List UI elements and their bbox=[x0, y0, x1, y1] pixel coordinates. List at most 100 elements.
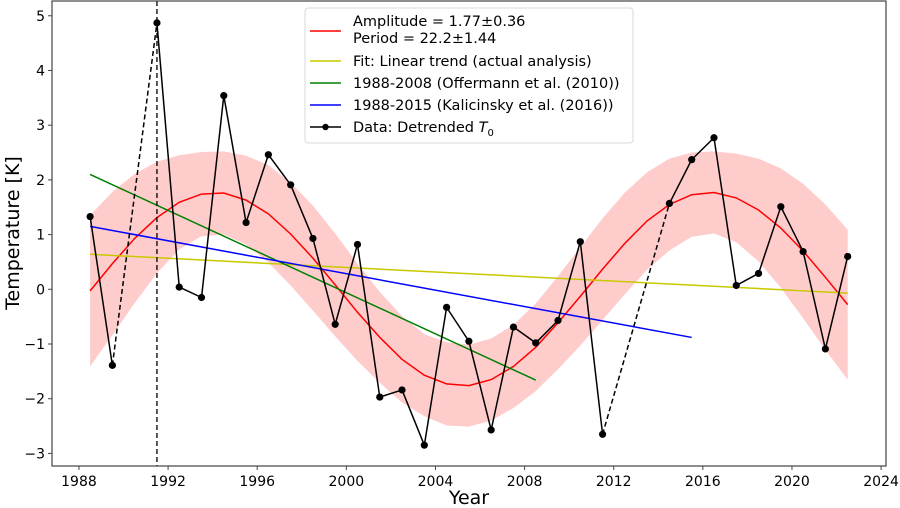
data-point bbox=[108, 361, 116, 369]
data-segment bbox=[401, 389, 426, 446]
data-segment bbox=[89, 216, 114, 366]
data-segment bbox=[735, 272, 759, 287]
data-point bbox=[309, 234, 317, 243]
data-point bbox=[153, 19, 161, 27]
plot-frame bbox=[51, 0, 887, 467]
data-point bbox=[86, 212, 94, 221]
data-point bbox=[420, 441, 428, 449]
legend-marker-data bbox=[322, 123, 329, 131]
data-point bbox=[443, 303, 451, 311]
sine-fit-line bbox=[89, 191, 849, 387]
data-point bbox=[576, 238, 584, 246]
x-tick-label: 2016 bbox=[685, 474, 721, 490]
data-gap-segment bbox=[601, 203, 671, 435]
data-segment bbox=[445, 306, 470, 342]
data-point bbox=[242, 218, 250, 227]
x-tick-label: 2020 bbox=[774, 474, 810, 490]
data-segment bbox=[668, 159, 693, 204]
data-point bbox=[175, 283, 183, 291]
kalicinsky-trend-line bbox=[89, 225, 692, 339]
y-tick-label: −3 bbox=[24, 446, 45, 462]
data-segment bbox=[713, 137, 738, 286]
x-tick-label: 1988 bbox=[61, 474, 97, 490]
x-tick-label: 2024 bbox=[863, 474, 899, 490]
legend-box bbox=[304, 7, 634, 144]
legend-label-offermann: 1988-2008 (Offermann et al. (2010)) bbox=[353, 76, 620, 92]
data-segment bbox=[824, 256, 849, 350]
data-segment bbox=[468, 341, 492, 431]
data-point bbox=[732, 281, 740, 290]
y-tick-label: 5 bbox=[36, 9, 45, 25]
data-segment bbox=[312, 238, 336, 325]
y-tick-label: 1 bbox=[36, 228, 45, 244]
data-point bbox=[376, 393, 384, 401]
data-segment bbox=[379, 389, 403, 398]
data-point bbox=[287, 181, 295, 189]
legend-label-amplitude: Amplitude = 1.77±0.36 bbox=[353, 14, 525, 30]
y-tick-label: −2 bbox=[24, 392, 45, 408]
data-point bbox=[264, 151, 272, 159]
data-point bbox=[710, 134, 718, 142]
data-segment bbox=[223, 95, 247, 223]
y-tick-label: 3 bbox=[36, 118, 45, 134]
data-segment bbox=[557, 241, 582, 321]
data-point bbox=[532, 339, 540, 347]
data-segment bbox=[490, 326, 515, 431]
data-segment bbox=[289, 184, 314, 239]
legend-label-kalicinsky: 1988-2015 (Kalicinsky et al. (2016)) bbox=[353, 98, 614, 114]
x-tick-label: 2000 bbox=[329, 474, 365, 490]
legend-label-data-symbol: T bbox=[479, 120, 489, 136]
data-segment bbox=[178, 286, 202, 299]
x-tick-label: 1996 bbox=[239, 474, 275, 490]
data-point bbox=[197, 293, 206, 302]
data-segment bbox=[245, 154, 270, 223]
legend-label-period: Period = 22.2±1.44 bbox=[353, 31, 496, 47]
data-point bbox=[688, 156, 696, 164]
data-segment bbox=[535, 319, 559, 344]
x-tick-label: 2012 bbox=[596, 474, 632, 490]
data-point bbox=[844, 252, 852, 261]
x-tick-label: 2004 bbox=[418, 474, 454, 490]
y-tick-label: −1 bbox=[24, 337, 45, 353]
y-axis-label: Temperature [K] bbox=[2, 156, 24, 311]
data-gap-segment bbox=[111, 22, 158, 366]
x-axis-label: Year bbox=[448, 487, 489, 508]
offermann-trend-line bbox=[89, 173, 537, 381]
data-point bbox=[331, 320, 339, 328]
data-segment bbox=[156, 22, 180, 288]
data-point bbox=[353, 240, 362, 249]
data-point bbox=[799, 247, 807, 256]
legend-label-linear-trend: Fit: Linear trend (actual analysis) bbox=[353, 54, 592, 70]
data-segment bbox=[757, 206, 782, 274]
data-point bbox=[487, 426, 495, 434]
legend-label-data-subscript: 0 bbox=[487, 128, 493, 139]
data-segment bbox=[802, 251, 827, 350]
data-point bbox=[754, 269, 763, 278]
sine-fit-uncertainty-band bbox=[90, 151, 848, 427]
data-point bbox=[665, 199, 674, 208]
data-point bbox=[220, 92, 228, 100]
legend: Amplitude = 1.77±0.36 Period = 22.2±1.44… bbox=[304, 7, 634, 144]
x-tick-label: 1992 bbox=[150, 474, 186, 490]
data-segment bbox=[423, 307, 448, 446]
data-point bbox=[598, 430, 607, 438]
y-tick-label: 4 bbox=[36, 63, 45, 79]
data-segment bbox=[334, 244, 359, 325]
data-segment bbox=[356, 244, 381, 398]
data-segment bbox=[691, 137, 715, 161]
data-segment bbox=[513, 326, 537, 344]
legend-label-data-main: Data: Detrended bbox=[353, 120, 479, 136]
data-point bbox=[465, 337, 473, 345]
y-tick-label: 0 bbox=[36, 282, 45, 298]
x-tick-label: 2008 bbox=[507, 474, 543, 490]
data-segment bbox=[579, 241, 604, 435]
data-segment bbox=[267, 154, 292, 186]
data-point bbox=[821, 345, 829, 353]
data-point bbox=[777, 203, 785, 211]
data-segment bbox=[200, 95, 225, 298]
data-point bbox=[398, 386, 406, 394]
y-tick-label: 2 bbox=[36, 173, 45, 189]
data-point bbox=[554, 316, 562, 325]
data-point bbox=[509, 323, 518, 331]
